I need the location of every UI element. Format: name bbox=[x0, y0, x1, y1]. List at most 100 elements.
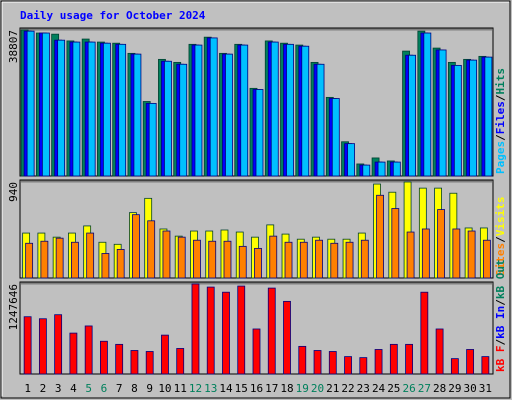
legend-separator: / bbox=[494, 94, 507, 101]
bar bbox=[298, 345, 307, 375]
x-tick-label: 23 bbox=[357, 382, 370, 395]
x-tick-label: 21 bbox=[326, 382, 339, 395]
bar bbox=[130, 350, 139, 375]
bar bbox=[191, 283, 200, 375]
bar bbox=[360, 239, 369, 279]
bar bbox=[100, 340, 108, 375]
bar bbox=[453, 64, 462, 177]
bar bbox=[469, 59, 478, 177]
bar bbox=[222, 291, 230, 375]
bar bbox=[420, 291, 429, 375]
bar bbox=[435, 328, 444, 375]
bar bbox=[421, 228, 430, 279]
x-tick-label: 5 bbox=[85, 382, 92, 395]
bar bbox=[450, 358, 459, 375]
legend-entry: Files bbox=[494, 101, 507, 134]
legend: Sites/Visits bbox=[494, 197, 507, 277]
bar bbox=[484, 56, 493, 177]
x-tick-label: 3 bbox=[55, 382, 62, 395]
x-tick-label: 18 bbox=[280, 382, 293, 395]
bar bbox=[362, 164, 371, 177]
bar bbox=[194, 44, 203, 177]
bar bbox=[223, 240, 232, 279]
bar bbox=[301, 45, 310, 177]
bar bbox=[286, 43, 294, 177]
bar bbox=[374, 349, 383, 375]
x-tick-label: 15 bbox=[235, 382, 248, 395]
bar bbox=[38, 318, 47, 375]
x-tick-label: 12 bbox=[189, 382, 202, 395]
bar bbox=[269, 235, 278, 279]
bar bbox=[40, 240, 49, 279]
x-tick-label: 4 bbox=[70, 382, 77, 395]
legend-entry: kB Out bbox=[494, 259, 507, 299]
bar bbox=[389, 343, 398, 375]
bar bbox=[391, 208, 400, 279]
bar bbox=[23, 316, 32, 375]
x-tick-label: 13 bbox=[204, 382, 217, 395]
x-tick-label: 22 bbox=[341, 382, 354, 395]
x-tick-label: 26 bbox=[402, 382, 415, 395]
bar bbox=[115, 343, 124, 375]
bar bbox=[147, 220, 156, 279]
bar bbox=[86, 232, 95, 279]
bar bbox=[69, 332, 78, 375]
legend-entry: Visits bbox=[494, 197, 507, 237]
legend-separator: / bbox=[494, 299, 507, 306]
x-tick-label: 1 bbox=[24, 382, 31, 395]
bar bbox=[438, 49, 447, 177]
x-tick-label: 2 bbox=[40, 382, 47, 395]
bar bbox=[240, 44, 249, 177]
bar bbox=[71, 241, 79, 279]
legend-entry: kB F bbox=[494, 346, 507, 373]
x-tick-label: 10 bbox=[158, 382, 171, 395]
bar bbox=[283, 300, 291, 375]
bar bbox=[55, 237, 64, 279]
bar bbox=[331, 98, 340, 177]
x-tick-label: 19 bbox=[296, 382, 309, 395]
x-tick-label: 29 bbox=[448, 382, 461, 395]
bar bbox=[164, 60, 172, 177]
bar bbox=[87, 41, 96, 177]
bar bbox=[208, 240, 217, 279]
bar bbox=[330, 242, 339, 279]
bar bbox=[423, 32, 432, 177]
bar bbox=[254, 247, 262, 279]
chart-title: Daily usage for October 2024 bbox=[20, 9, 206, 22]
x-tick-label: 9 bbox=[146, 382, 153, 395]
x-tick-label: 17 bbox=[265, 382, 278, 395]
bar bbox=[270, 41, 279, 177]
y-tick-label: 940 bbox=[7, 182, 20, 202]
x-tick-label: 31 bbox=[479, 382, 492, 395]
x-tick-label: 8 bbox=[131, 382, 138, 395]
bar bbox=[299, 241, 308, 279]
y-tick-label: 1247646 bbox=[7, 284, 20, 330]
x-tick-label: 30 bbox=[463, 382, 476, 395]
bar bbox=[84, 325, 93, 375]
legend: Pages/Files/Hits bbox=[494, 68, 507, 174]
legend-separator: / bbox=[494, 236, 507, 243]
legend-separator: / bbox=[494, 134, 507, 141]
bar bbox=[376, 194, 384, 279]
legend-entry: Sites bbox=[494, 243, 507, 276]
bar bbox=[148, 102, 157, 177]
bar bbox=[255, 89, 264, 177]
bar bbox=[41, 32, 50, 177]
x-tick-label: 28 bbox=[433, 382, 446, 395]
bar bbox=[345, 241, 354, 279]
legend-entry: Hits bbox=[494, 68, 507, 95]
bar bbox=[316, 63, 325, 177]
bar bbox=[237, 285, 246, 375]
x-tick-label: 7 bbox=[116, 382, 123, 395]
bar bbox=[162, 230, 171, 279]
bar bbox=[25, 242, 34, 279]
bar bbox=[238, 245, 247, 279]
bar bbox=[467, 230, 476, 279]
x-tick-label: 24 bbox=[372, 382, 386, 395]
bar bbox=[206, 286, 215, 375]
x-tick-label: 11 bbox=[174, 382, 187, 395]
bar bbox=[132, 214, 140, 279]
bar bbox=[176, 348, 185, 375]
